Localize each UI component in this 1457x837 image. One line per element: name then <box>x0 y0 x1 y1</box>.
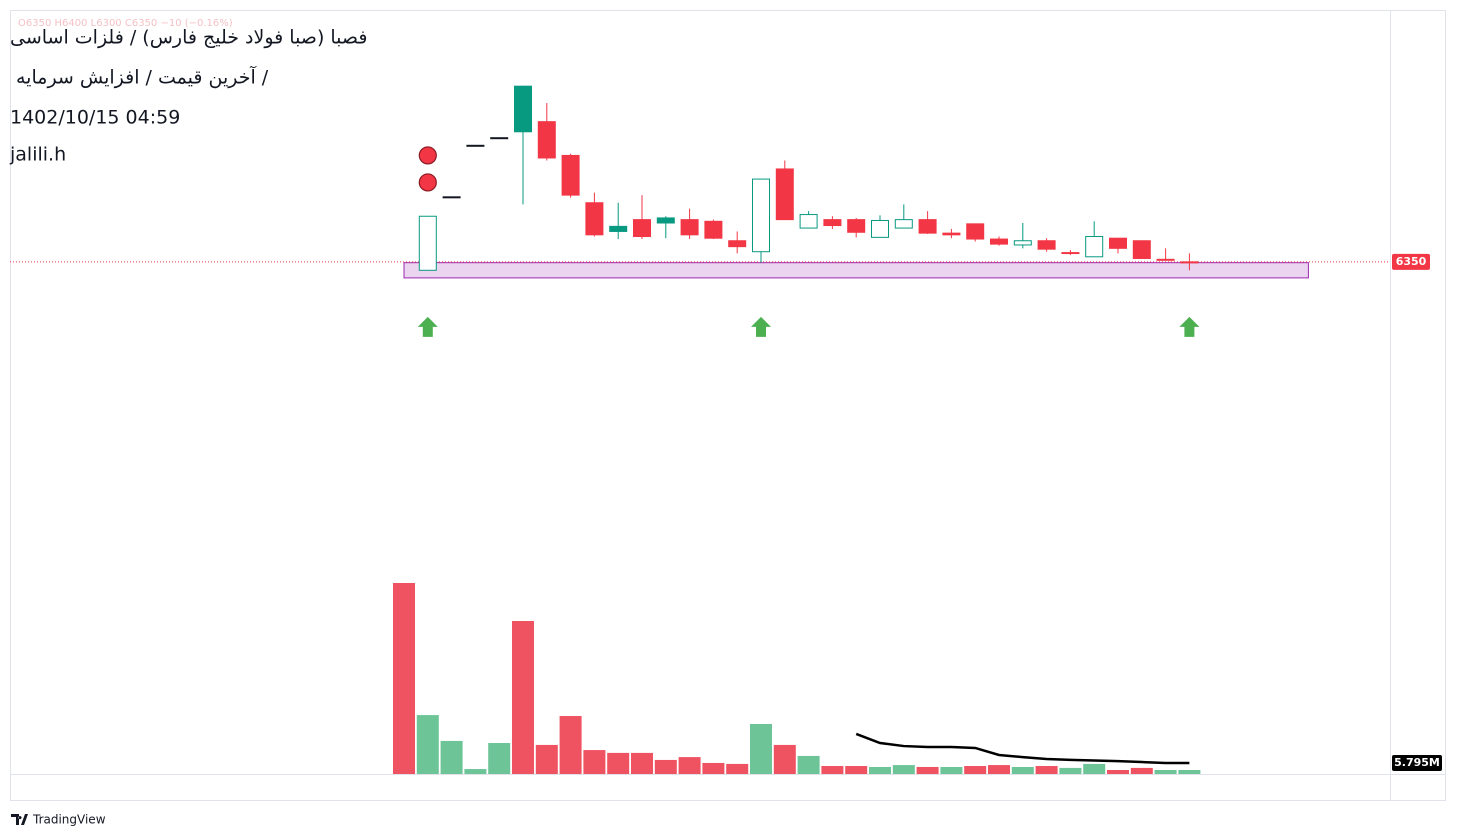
volume-ma-line <box>855 732 1190 765</box>
volume-bar <box>726 763 749 774</box>
candle-body <box>680 219 699 236</box>
brand-logo: TradingView <box>11 813 106 827</box>
volume-bar <box>559 716 582 774</box>
candle-body <box>537 121 556 159</box>
axes: 6350 5.795M <box>1392 253 1442 771</box>
volume-bar <box>535 744 558 774</box>
volume-bar <box>607 752 630 774</box>
volume-bar <box>988 765 1010 774</box>
candle-body <box>1037 240 1056 250</box>
candle-body <box>1156 258 1175 261</box>
volume-bar <box>1107 770 1129 774</box>
volume-bar <box>845 766 868 774</box>
signal-circle <box>418 173 437 192</box>
volume-bar <box>1154 770 1177 774</box>
candle-body <box>894 219 913 229</box>
volume-bar <box>583 750 606 774</box>
annotation: jalili.h <box>9 144 66 166</box>
volume-bar <box>797 755 820 774</box>
last-price-label: 6350 <box>1396 255 1427 268</box>
volume-bar <box>512 621 534 774</box>
candle-body <box>990 238 1008 245</box>
candle-body <box>466 144 485 147</box>
volume-bar <box>464 769 487 774</box>
volume-bar <box>869 766 891 774</box>
volume-bar <box>750 724 772 774</box>
candle-body <box>1180 261 1199 264</box>
candle-body <box>775 168 794 221</box>
candle-body <box>966 223 985 240</box>
ohlc-legend: O6350 H6400 L6300 C6350 −10 (−0.16%) <box>18 18 233 29</box>
price-zone <box>403 262 1309 279</box>
volume-bar <box>916 766 939 774</box>
signal-arrow <box>751 316 771 337</box>
volume-bar <box>416 715 439 774</box>
candle-body <box>847 219 866 233</box>
annotation: 1402/10/15 04:59 <box>10 107 180 129</box>
volume-bar <box>964 766 987 774</box>
candle-body <box>942 232 961 236</box>
volume-bar <box>1178 770 1201 774</box>
volume-bar <box>1130 767 1153 774</box>
candle-body <box>418 215 437 271</box>
signal-arrow <box>1179 316 1200 337</box>
volume-bar <box>702 762 725 774</box>
volume-bar <box>1083 763 1106 774</box>
candle-body <box>442 196 461 199</box>
candle-body <box>871 219 889 238</box>
candle-body <box>656 217 675 224</box>
signal-arrow <box>417 316 438 337</box>
volume-bar <box>1011 766 1034 774</box>
candle-body <box>633 219 651 238</box>
candle-body <box>561 154 580 196</box>
volume-ma-label: 5.795M <box>1394 756 1440 769</box>
volume-bar <box>821 766 844 774</box>
volume-bar <box>440 740 463 774</box>
volume-bar <box>940 766 963 774</box>
volume-bar <box>1035 766 1058 774</box>
volume-bar <box>631 752 653 774</box>
plot-area <box>10 85 1390 774</box>
chart-frame <box>10 10 1446 801</box>
volume-bar <box>1059 767 1082 774</box>
volume-bar <box>393 583 415 774</box>
volume-bar <box>678 757 701 774</box>
candle-body <box>1013 240 1032 246</box>
candle-body <box>918 219 937 234</box>
candle-body <box>823 219 842 227</box>
candle-body <box>799 214 818 229</box>
candle-body <box>752 178 770 253</box>
candle-body <box>490 137 509 140</box>
volume-ma-tag <box>1392 754 1442 771</box>
candle-body <box>1132 240 1151 259</box>
last-price-tag <box>1392 253 1430 270</box>
volume-bar <box>892 765 915 774</box>
candle-body <box>704 220 723 239</box>
brand-name: TradingView <box>32 813 106 827</box>
candle-body <box>1061 252 1080 255</box>
candle-body <box>609 225 628 232</box>
chart-subtitle: آخرین قیمت / افزایش سرمایه / <box>16 65 269 89</box>
volume-bar <box>654 759 677 774</box>
candle-body <box>1109 237 1127 249</box>
candle-body <box>728 240 747 248</box>
volume-bar <box>773 744 796 774</box>
candle-body <box>514 85 532 133</box>
volume-bar <box>488 743 511 774</box>
candle-body <box>585 202 604 236</box>
signal-circle <box>418 146 437 165</box>
candle-body <box>1085 236 1104 258</box>
overlay: O6350 H6400 L6300 C6350 −10 (−0.16%) فصب… <box>9 18 367 166</box>
logo-icon <box>11 814 28 825</box>
chart-title: فصبا (صبا فولاد خلیج فارس) / فلزات اساسی <box>10 27 367 49</box>
